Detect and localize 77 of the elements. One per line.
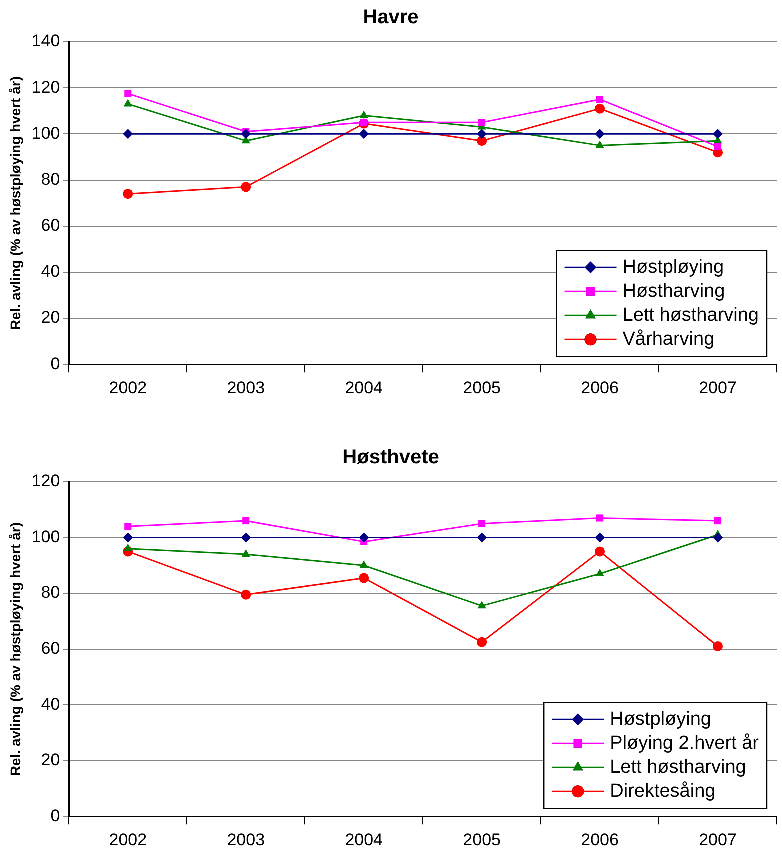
x-tick-label: 2007 [699,378,737,398]
point [478,520,486,528]
point [241,590,252,600]
point [241,129,252,140]
point [359,532,370,543]
point [714,518,722,525]
legend-label: Høstharving [622,280,726,302]
y-axis-title: Rel. avling (% av høstpløying hvert år) [7,522,24,776]
point [241,532,252,543]
y-tick-label: 60 [41,638,60,658]
y-tick-label: 60 [41,216,60,236]
legend-label: Vårharving [622,328,715,350]
point [124,90,132,98]
y-tick-label: 0 [50,806,60,826]
point [123,532,134,543]
point [241,182,252,192]
y-tick-label: 80 [41,583,60,602]
point [242,549,250,557]
point [360,110,368,118]
y-tick-label: 140 [32,32,60,51]
x-tick-label: 2006 [581,378,619,398]
point [713,129,724,140]
x-tick-label: 2002 [109,378,148,398]
point [124,99,132,107]
point [478,119,486,126]
x-tick-label: 2005 [463,378,501,398]
point [713,532,724,543]
x-tick-label: 2006 [581,830,619,850]
point [360,119,368,126]
y-tick-label: 120 [32,78,60,97]
y-tick-label: 100 [32,527,60,546]
y-tick-label: 20 [41,750,60,770]
point [713,642,724,652]
point [359,129,370,140]
y-tick-label: 0 [50,354,60,374]
legend-label: Lett høstharving [610,756,746,778]
point [477,129,488,140]
legend-label: Direktesåing [610,780,716,802]
y-tick-label: 120 [32,472,60,491]
x-tick-label: 2003 [227,830,266,850]
y-tick-label: 40 [41,262,60,282]
y-tick-label: 100 [32,124,60,143]
point [477,637,488,648]
point [478,601,486,609]
legend-label: Lett høstharving [622,304,760,326]
x-tick-label: 2002 [109,830,148,850]
point [123,129,134,140]
point [595,129,606,140]
x-tick-label: 2004 [345,830,384,850]
point [242,518,250,525]
point [477,532,488,543]
point [596,514,604,522]
point [123,189,134,200]
legend-label: Pløying 2.hvert år [610,732,760,754]
chart-title: Havre [363,6,419,29]
point [360,560,368,568]
legend-label: Høstpløying [622,256,724,278]
x-tick-label: 2003 [227,378,266,398]
x-tick-label: 2007 [699,830,737,850]
point [359,573,370,584]
point [596,140,604,148]
y-axis-title: Rel. avling (% av høstpløying hvert år) [7,76,24,330]
y-tick-label: 20 [41,308,60,328]
x-tick-label: 2005 [463,830,501,850]
point [595,104,606,114]
y-tick-label: 40 [41,694,60,714]
x-tick-label: 2004 [345,378,384,398]
chart-title: Høsthvete [342,446,440,469]
point [714,143,722,150]
point [596,96,604,104]
point [124,544,132,552]
legend-label: Høstpløying [610,708,712,730]
point [596,569,604,577]
y-tick-label: 80 [41,170,60,189]
point [124,523,132,530]
point [595,532,606,543]
point [595,546,606,557]
